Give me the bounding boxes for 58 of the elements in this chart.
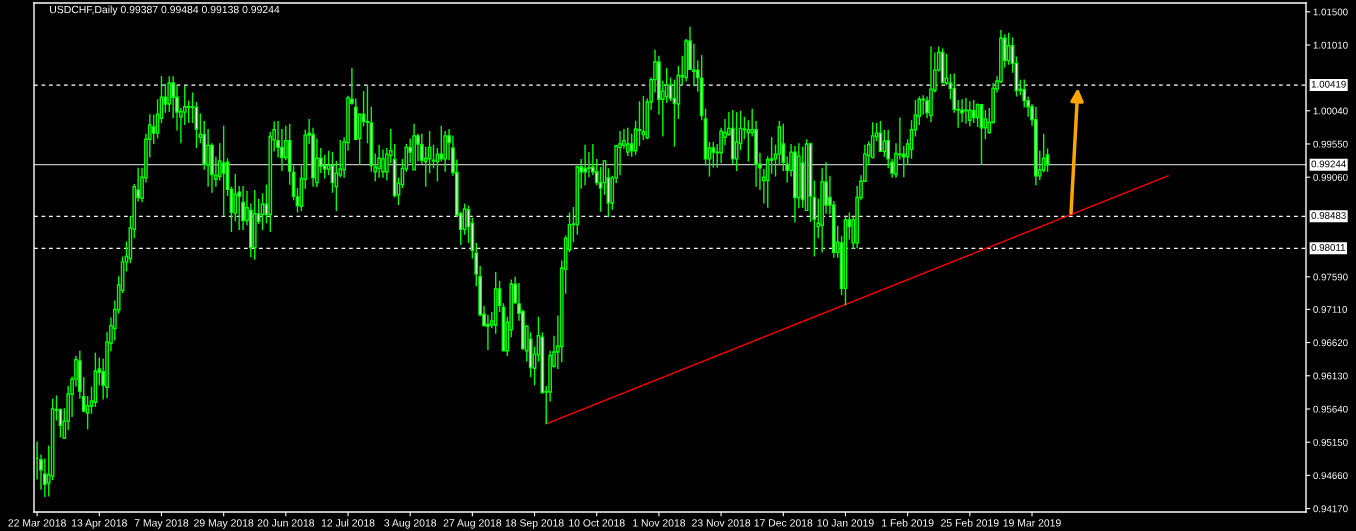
candlestick bbox=[971, 99, 976, 124]
y-tick-label: 1.01010 bbox=[1313, 41, 1348, 49]
x-tick-label: 19 Mar 2019 bbox=[1003, 519, 1061, 527]
y-tick-label: 1.00040 bbox=[1313, 107, 1348, 115]
x-tick-label: 20 Jun 2018 bbox=[257, 519, 315, 527]
x-tick-label: 3 Aug 2018 bbox=[384, 519, 437, 529]
y-tick-label: 1.01500 bbox=[1313, 8, 1348, 16]
x-tick-label: 1 Nov 2018 bbox=[633, 519, 686, 527]
ref-line-label: 0.99244 bbox=[1311, 160, 1346, 168]
y-tick-label: 0.96620 bbox=[1313, 339, 1348, 347]
candlestick bbox=[618, 130, 622, 176]
candlestick bbox=[1006, 32, 1011, 66]
candlestick bbox=[742, 116, 747, 140]
y-tick-label: 0.95640 bbox=[1313, 405, 1348, 413]
y-tick-label: 0.96130 bbox=[1313, 372, 1348, 380]
ref-line-label: 1.00419 bbox=[1311, 80, 1346, 88]
ref-line-label: 0.98483 bbox=[1311, 212, 1346, 219]
candlestick bbox=[583, 143, 587, 187]
candlestick bbox=[882, 129, 887, 158]
x-tick-label: 29 May 2018 bbox=[194, 519, 254, 529]
candlestick bbox=[431, 143, 436, 170]
y-tick-label: 0.94660 bbox=[1313, 472, 1348, 480]
candlestick bbox=[967, 100, 972, 128]
x-tick-label: 13 Apr 2018 bbox=[71, 519, 127, 529]
x-tick-label: 12 Jul 2018 bbox=[321, 518, 375, 527]
y-tick-label: 0.97110 bbox=[1313, 306, 1347, 313]
candlestick bbox=[443, 130, 448, 173]
x-tick-label: 25 Feb 2019 bbox=[941, 518, 999, 527]
chart-title: USDCHF,Daily 0.99387 0.99484 0.99138 0.99244 bbox=[50, 5, 280, 16]
x-tick-label: 7 May 2018 bbox=[134, 519, 189, 529]
ref-line-label: 0.98011 bbox=[1311, 244, 1346, 251]
y-tick-label: 0.99550 bbox=[1313, 140, 1348, 148]
candlestick bbox=[439, 124, 444, 163]
y-tick-label: 0.95150 bbox=[1313, 438, 1348, 446]
candlestick bbox=[870, 121, 875, 159]
x-tick-label: 27 Aug 2018 bbox=[443, 519, 502, 529]
candlestick bbox=[186, 99, 191, 124]
y-tick-label: 0.99060 bbox=[1313, 173, 1348, 181]
x-tick-label: 17 Dec 2018 bbox=[754, 519, 813, 527]
candlestick bbox=[377, 143, 381, 179]
x-tick-label: 10 Oct 2018 bbox=[569, 519, 625, 527]
y-tick-label: 0.94170 bbox=[1313, 505, 1348, 513]
candlestick bbox=[1041, 133, 1046, 174]
x-tick-label: 22 Mar 2018 bbox=[8, 519, 66, 527]
candlestick bbox=[964, 97, 968, 125]
candlestick bbox=[746, 119, 751, 163]
x-tick-label: 18 Sep 2018 bbox=[505, 519, 564, 529]
x-tick-label: 10 Jan 2019 bbox=[817, 519, 874, 527]
y-tick-label: 0.97590 bbox=[1313, 273, 1348, 281]
candlestick bbox=[711, 141, 716, 169]
candlestick bbox=[921, 94, 926, 116]
candlestick bbox=[486, 314, 490, 351]
candlestick bbox=[151, 114, 156, 145]
candlestick bbox=[625, 127, 630, 157]
x-tick-label: 1 Feb 2019 bbox=[882, 518, 934, 527]
candlestick bbox=[381, 148, 385, 179]
candlestick bbox=[637, 100, 642, 147]
x-tick-label: 23 Nov 2018 bbox=[692, 519, 751, 527]
